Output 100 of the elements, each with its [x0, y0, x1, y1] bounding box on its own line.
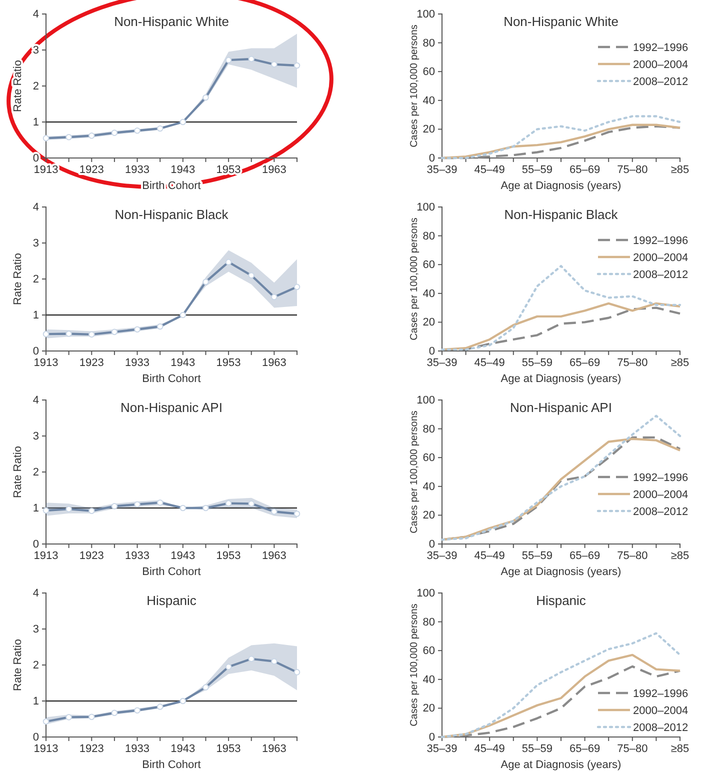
y-tick-label: 3	[32, 238, 39, 250]
x-tick-label: 1933	[125, 550, 150, 562]
y-tick-label: 20	[422, 510, 435, 522]
y-tick-label: 80	[422, 616, 435, 628]
y-tick-label: 60	[422, 66, 435, 78]
y-tick-label: 40	[422, 94, 435, 107]
x-tick-label: 1963	[262, 550, 286, 562]
legend-label: 1992–1996	[633, 688, 688, 700]
x-tick-label: 55–59	[522, 742, 552, 755]
x-tick-label: 1963	[262, 356, 286, 369]
y-tick-label: 3	[32, 624, 39, 636]
chart-title: Hispanic	[146, 593, 197, 608]
x-tick-label: 55–59	[522, 164, 552, 176]
y-tick-label: 2	[32, 660, 39, 672]
y-tick-label: 80	[422, 37, 435, 50]
y-tick-label: 1	[32, 502, 39, 515]
x-axis-title: Birth Cohort	[142, 759, 201, 771]
y-tick-label: 2	[32, 466, 39, 479]
legend-label: 2000–2004	[633, 252, 688, 264]
y-tick-label: 0	[32, 152, 39, 165]
y-axis-title: Cases per 100,000 persons	[409, 604, 420, 726]
x-tick-label: 1933	[125, 164, 150, 176]
x-tick-label: 55–59	[522, 550, 552, 562]
y-tick-label: 20	[422, 702, 435, 715]
x-tick-label: 1953	[216, 550, 241, 562]
x-tick-label: 65–69	[570, 356, 600, 369]
legend-label: 2008–2012	[633, 76, 688, 88]
legend-label: 1992–1996	[633, 472, 688, 484]
y-tick-label: 2	[32, 80, 39, 93]
x-axis-title: Age at Diagnosis (years)	[500, 180, 622, 192]
x-tick-label: 45–49	[474, 742, 505, 755]
y-tick-label: 1	[32, 116, 39, 129]
y-tick-label: 2	[32, 274, 39, 286]
x-tick-label: 1943	[170, 164, 196, 176]
legend-label: 1992–1996	[633, 42, 688, 54]
x-tick-label: ≥85	[670, 550, 690, 562]
x-tick-label: 75–80	[617, 164, 648, 176]
y-axis-title: Cases per 100,000 persons	[409, 24, 420, 148]
chart-title: Non-Hispanic Black	[114, 207, 229, 222]
y-tick-label: 40	[422, 674, 435, 686]
x-tick-label: 35–39	[426, 550, 458, 562]
y-tick-label: 60	[422, 452, 435, 464]
x-tick-label: 1963	[262, 742, 286, 755]
y-tick-label: 1	[32, 696, 39, 708]
chart-title: Non-Hispanic API	[510, 400, 612, 415]
y-tick-label: 4	[32, 8, 39, 21]
y-tick-label: 40	[422, 480, 435, 493]
x-tick-label: 35–39	[426, 164, 458, 176]
x-tick-label: ≥85	[670, 742, 690, 755]
legend-label: 1992–1996	[633, 235, 688, 247]
x-tick-label: 1913	[34, 164, 58, 176]
y-tick-label: 80	[422, 230, 435, 242]
chart-title: Non-Hispanic API	[120, 400, 222, 415]
x-tick-label: 1913	[34, 356, 58, 369]
y-tick-label: 4	[32, 202, 39, 214]
legend-label: 2000–2004	[633, 59, 688, 71]
x-tick-label: 1953	[216, 356, 241, 369]
x-tick-label: 75–80	[617, 356, 648, 369]
chart-title: Non-Hispanic White	[114, 14, 229, 29]
y-tick-label: 4	[32, 394, 39, 407]
x-tick-label: 45–49	[474, 164, 505, 176]
y-tick-label: 0	[428, 732, 435, 744]
x-tick-label: 1953	[216, 742, 241, 755]
x-tick-label: 1923	[79, 164, 104, 176]
y-tick-label: 60	[422, 259, 435, 272]
legend-label: 2008–2012	[633, 269, 688, 281]
y-axis-title: Cases per 100,000 persons	[409, 218, 420, 340]
x-tick-label: 75–80	[617, 550, 648, 562]
chart-title: Non-Hispanic White	[504, 14, 618, 29]
y-axis-title: Rate Ratio	[12, 253, 24, 305]
y-axis-title: Cases per 100,000 persons	[409, 410, 420, 534]
y-tick-label: 3	[32, 430, 39, 443]
y-tick-label: 20	[422, 316, 435, 329]
y-tick-label: 0	[32, 346, 39, 358]
line-series	[440, 115, 682, 160]
y-tick-label: 0	[32, 538, 39, 551]
x-tick-label: 65–69	[570, 164, 600, 176]
legend-label: 2000–2004	[633, 705, 688, 717]
y-tick-label: 0	[428, 152, 435, 165]
x-tick-label: 65–69	[570, 742, 600, 755]
x-tick-label: 1963	[262, 164, 286, 176]
x-tick-label: 1923	[79, 550, 104, 562]
x-axis-title: Age at Diagnosis (years)	[500, 566, 622, 578]
y-tick-label: 60	[422, 645, 435, 658]
y-tick-label: 4	[32, 588, 39, 600]
y-tick-label: 1	[32, 310, 39, 322]
y-tick-label: 100	[416, 394, 435, 407]
y-tick-label: 80	[422, 423, 435, 436]
x-axis-title: Age at Diagnosis (years)	[500, 373, 622, 385]
x-tick-label: 35–39	[426, 356, 458, 369]
x-tick-label: 65–69	[570, 550, 600, 562]
x-tick-label: 1953	[216, 164, 241, 176]
y-tick-label: 100	[416, 202, 435, 214]
y-tick-label: 20	[422, 124, 435, 136]
x-tick-label: 1943	[170, 550, 196, 562]
x-axis-title: Birth Cohort	[142, 566, 201, 578]
x-tick-label: 1913	[34, 742, 58, 755]
x-tick-label: 55–59	[522, 356, 552, 369]
x-tick-label: 1923	[79, 356, 104, 369]
y-tick-label: 100	[416, 8, 435, 21]
